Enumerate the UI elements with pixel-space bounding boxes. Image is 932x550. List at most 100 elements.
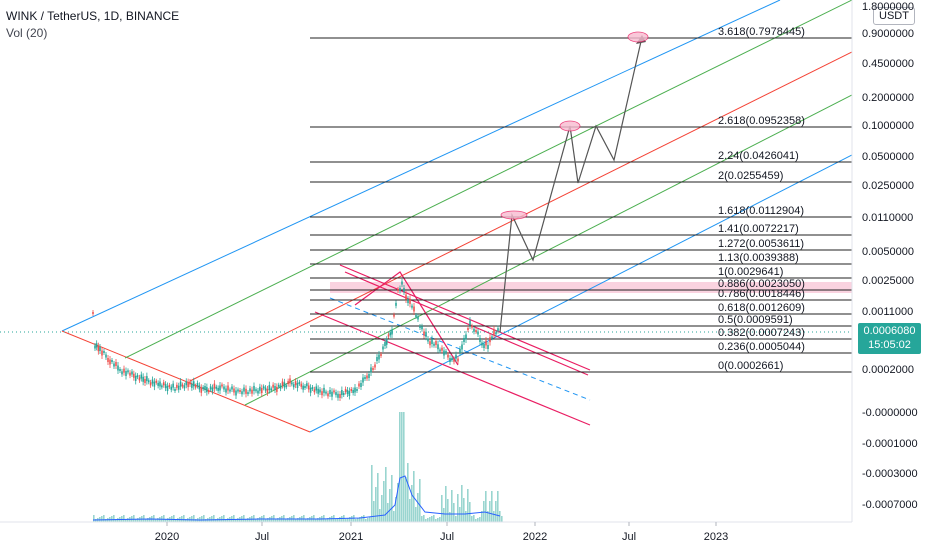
time-axis[interactable]: 2020 Jul 2021 Jul 2022 Jul 2023 <box>155 522 728 543</box>
candle-body <box>194 385 197 388</box>
pink-channel-upper-1[interactable] <box>339 264 591 371</box>
candle-body <box>495 332 497 335</box>
candle-body <box>368 374 370 378</box>
candle-body <box>473 328 475 332</box>
candle-body <box>103 351 105 353</box>
candle-body <box>331 391 333 397</box>
volume-bar <box>289 517 291 522</box>
candle-body <box>441 347 443 351</box>
volume-bar <box>319 517 321 522</box>
candle-body <box>168 384 171 387</box>
current-price-tag: 0.0006080 15:05:02 <box>858 323 921 354</box>
candle-body <box>407 299 409 303</box>
candle-body <box>463 338 465 342</box>
volume-bar <box>269 517 271 522</box>
candle-body <box>202 387 204 390</box>
volume-bar <box>449 512 451 522</box>
fib-level-label: 3.618(0.7978445) <box>718 26 805 38</box>
candle-body <box>358 383 360 387</box>
fib-level-label: 0.886(0.0023050) <box>718 278 805 290</box>
volume-bar <box>441 495 443 522</box>
candle-body <box>370 367 372 373</box>
volume-bar <box>185 519 187 522</box>
volume-bar <box>213 515 215 522</box>
volume-bar <box>367 518 369 522</box>
price-axis[interactable]: 1.8000000 0.9000000 0.4500000 0.2000000 0.10… <box>862 1 918 511</box>
candle-body <box>166 386 169 391</box>
volume-bar <box>359 517 361 522</box>
price-tick-label: -0.0000000 <box>862 407 918 419</box>
candle-body <box>292 384 295 388</box>
volume-indicator-label[interactable]: Vol (20) <box>6 26 48 40</box>
volume-bar <box>127 518 129 522</box>
candle-body <box>451 358 453 360</box>
pink-channel-lower[interactable] <box>314 311 591 426</box>
candle-body <box>329 390 331 394</box>
time-tick-label: Jul <box>622 531 636 543</box>
candle-body <box>391 329 393 335</box>
pink-channel-upper-2[interactable] <box>344 271 589 376</box>
volume-bar <box>357 518 359 522</box>
fib-level-label: 0.786(0.0018446) <box>718 288 805 300</box>
volume-bar <box>463 498 465 522</box>
volume-bar <box>347 518 349 522</box>
candle-body <box>311 387 314 389</box>
blue-channel-lower[interactable] <box>309 154 852 433</box>
fibonacci-extension[interactable]: 3.618(0.7978445) 2.618(0.0952358) 2.24(0.0… <box>310 26 852 373</box>
candle-body <box>337 393 339 398</box>
target-marker-2[interactable] <box>559 120 581 132</box>
candle-body <box>192 381 195 387</box>
current-price-value: 0.0006080 <box>863 325 916 337</box>
volume-bar <box>327 518 329 522</box>
volume-bar <box>445 486 447 522</box>
candle-body <box>129 372 131 376</box>
volume-bar <box>393 511 395 522</box>
volume-bar <box>425 519 427 522</box>
volume-bar <box>447 499 449 522</box>
candle-body <box>149 382 152 386</box>
volume-bar <box>403 412 405 522</box>
target-marker-3[interactable] <box>627 31 649 43</box>
volume-bar <box>401 412 403 522</box>
blue-channel-upper[interactable] <box>61 0 781 332</box>
candle-body <box>117 365 119 371</box>
volume-bar <box>95 519 97 522</box>
volume-bar <box>115 519 117 522</box>
candle-body <box>183 385 186 389</box>
candle-body <box>107 358 109 362</box>
green-channel-upper[interactable] <box>124 0 852 359</box>
volume-bar <box>155 519 157 522</box>
candle-body <box>257 390 259 394</box>
candle-body <box>294 381 297 386</box>
candle-body <box>306 383 308 387</box>
candle-body <box>479 338 481 342</box>
candle-body <box>397 289 399 291</box>
volume-bar <box>495 501 497 522</box>
candle-body <box>243 387 245 392</box>
currency-button[interactable]: USDT <box>873 7 915 25</box>
candle-body <box>401 281 403 285</box>
candle-body <box>198 385 201 390</box>
candle-body <box>457 358 459 362</box>
candle-body <box>465 334 467 340</box>
candle-body <box>497 328 499 332</box>
candle-body <box>206 387 208 393</box>
candle-body <box>298 381 301 384</box>
price-tick-label: 0.4500000 <box>862 58 914 70</box>
candle-body <box>445 351 447 353</box>
candle-body <box>164 384 167 389</box>
candle-body <box>449 358 451 362</box>
candle-body <box>419 326 421 328</box>
volume-bar <box>203 515 205 522</box>
pink-triangle[interactable] <box>354 271 459 366</box>
resistance-zone[interactable] <box>330 282 854 293</box>
volume-bar <box>275 519 277 522</box>
candle-body <box>136 375 139 378</box>
projected-path[interactable] <box>499 36 643 333</box>
volume-bar <box>93 515 95 522</box>
volume-bar <box>349 517 351 522</box>
candle-body <box>289 378 291 384</box>
target-marker-1[interactable] <box>500 210 528 220</box>
volume-bar <box>215 519 217 522</box>
